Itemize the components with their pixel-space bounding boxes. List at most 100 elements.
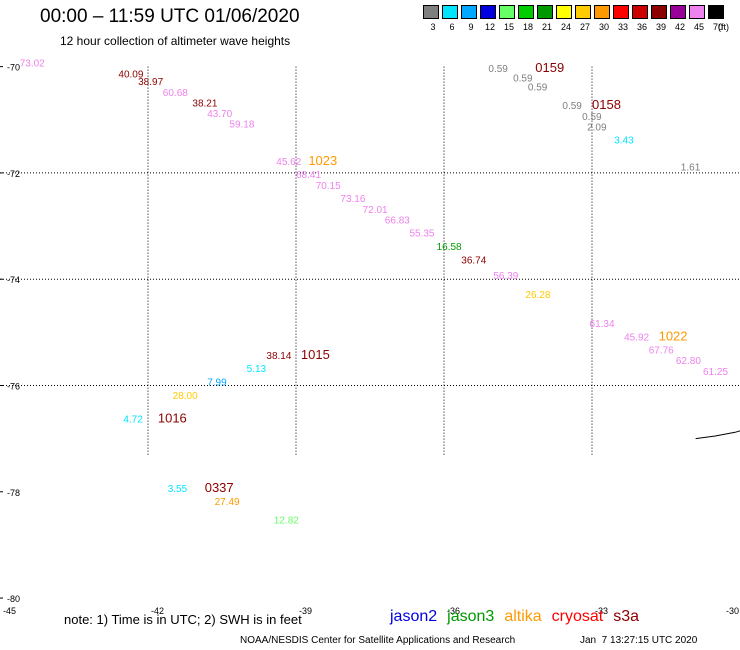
legend-swatch	[594, 5, 610, 19]
x-tick-label: -33	[595, 606, 608, 616]
legend-label: 30	[598, 22, 609, 32]
timestamp: Jan 7 13:27:15 UTC 2020	[580, 635, 698, 646]
x-tick-label: -39	[299, 606, 312, 616]
wave-height-value: 70.15	[316, 181, 341, 192]
satellite-name: altika	[504, 608, 542, 625]
y-tick-label: -74	[7, 275, 20, 285]
coastline	[695, 430, 740, 440]
y-tick-label: -72	[7, 169, 20, 179]
track-time-label: 0158	[592, 97, 621, 112]
wave-height-value: 60.68	[163, 88, 188, 99]
wave-height-value: 59.18	[229, 120, 254, 131]
legend-swatch	[632, 5, 648, 19]
track-time-label: 1016	[158, 411, 187, 426]
wave-height-value: 72.01	[363, 205, 388, 216]
x-tick-label: -30	[726, 606, 739, 616]
wave-height-value: 67.76	[649, 346, 674, 357]
legend-swatch	[613, 5, 629, 19]
legend-swatch	[689, 5, 705, 19]
wave-height-value: 61.25	[703, 367, 728, 378]
wave-height-value: 2.09	[587, 122, 607, 133]
wave-height-value: 0.59	[528, 83, 548, 94]
legend-units: (ft)	[718, 22, 729, 32]
track-time-label: 1015	[301, 347, 330, 362]
legend-swatch	[480, 5, 496, 19]
credit-line: NOAA/NESDIS Center for Satellite Applica…	[240, 635, 516, 646]
legend-label: 15	[503, 22, 514, 32]
wave-height-value: 38.14	[266, 351, 291, 362]
legend-swatch	[556, 5, 572, 19]
legend-swatch	[499, 5, 515, 19]
wave-height-value: 66.83	[385, 215, 410, 226]
wave-height-value: 38.21	[192, 98, 217, 109]
wave-height-value: 45.92	[624, 332, 649, 343]
x-tick-label: -36	[447, 606, 460, 616]
track-time-label: 0159	[535, 60, 564, 75]
chart-title: 00:00 – 11:59 UTC 01/06/2020	[40, 6, 300, 27]
wave-height-value: 3.55	[168, 484, 188, 495]
legend-label: 70	[712, 22, 723, 32]
legend-swatch	[442, 5, 458, 19]
wave-height-value: 56.39	[493, 271, 518, 282]
legend-swatch	[670, 5, 686, 19]
legend-label: 42	[674, 22, 685, 32]
wave-height-value: 12.82	[274, 516, 299, 527]
wave-height-value: 36.74	[461, 255, 486, 266]
y-tick-label: -76	[7, 381, 20, 391]
wave-height-value: 26.28	[525, 290, 550, 301]
legend-label: 27	[579, 22, 590, 32]
wave-height-value: 55.35	[409, 229, 434, 240]
legend-label: 6	[449, 22, 455, 32]
wave-height-value: 0.59	[513, 74, 533, 85]
wave-height-value: 73.16	[340, 194, 365, 205]
legend-label: 12	[484, 22, 495, 32]
wave-height-value: 5.13	[247, 364, 267, 375]
y-tick-label: -78	[7, 488, 20, 498]
legend-swatch	[518, 5, 534, 19]
legend-label: 9	[468, 22, 474, 32]
wave-height-value: 7.99	[207, 377, 227, 388]
wave-height-value: 16.58	[437, 242, 462, 253]
legend-label: 21	[541, 22, 552, 32]
wave-height-value: 73.02	[20, 59, 45, 70]
wave-height-value: 61.34	[590, 319, 615, 330]
track-time-label: 1023	[308, 153, 337, 168]
track-time-label: 0337	[205, 480, 234, 495]
wave-height-value: 0.59	[562, 101, 582, 112]
wave-height-value: 68.41	[296, 170, 321, 181]
legend-label: 3	[430, 22, 436, 32]
wave-height-value: 3.43	[614, 136, 634, 147]
satellite-legend: jason2 jason3 altika cryosat s3a	[390, 608, 649, 626]
satellite-name: s3a	[613, 608, 640, 625]
legend-swatch	[461, 5, 477, 19]
x-tick-label: -45	[3, 606, 16, 616]
y-tick-label: -80	[7, 594, 20, 604]
wave-height-value: 27.49	[215, 497, 240, 508]
wave-height-value: 43.70	[207, 109, 232, 120]
wave-height-value: 1.61	[681, 162, 701, 173]
legend-swatch	[575, 5, 591, 19]
legend-label: 24	[560, 22, 571, 32]
legend-swatch	[708, 5, 724, 19]
wave-height-value: 40.09	[118, 69, 143, 80]
legend-swatch	[537, 5, 553, 19]
legend-label: 39	[655, 22, 666, 32]
wave-height-value: 0.59	[582, 112, 602, 123]
satellite-name: cryosat	[551, 608, 604, 625]
legend-label: 33	[617, 22, 628, 32]
wave-height-value: 38.97	[138, 77, 163, 88]
wave-height-value: 4.72	[123, 415, 143, 426]
satellite-name: jason3	[447, 608, 495, 625]
x-tick-label: -42	[151, 606, 164, 616]
footnote: note: 1) Time is in UTC; 2) SWH is in fe…	[64, 612, 302, 627]
y-tick-label: -70	[7, 63, 20, 73]
wave-height-value: 28.00	[173, 391, 198, 402]
legend-label: 18	[522, 22, 533, 32]
legend-label: 36	[636, 22, 647, 32]
wave-height-value: 45.62	[276, 157, 301, 168]
track-time-label: 1022	[659, 328, 688, 343]
chart-subtitle: 12 hour collection of altimeter wave hei…	[60, 34, 291, 48]
satellite-name: jason2	[390, 608, 438, 625]
wave-height-value: 62.80	[676, 356, 701, 367]
